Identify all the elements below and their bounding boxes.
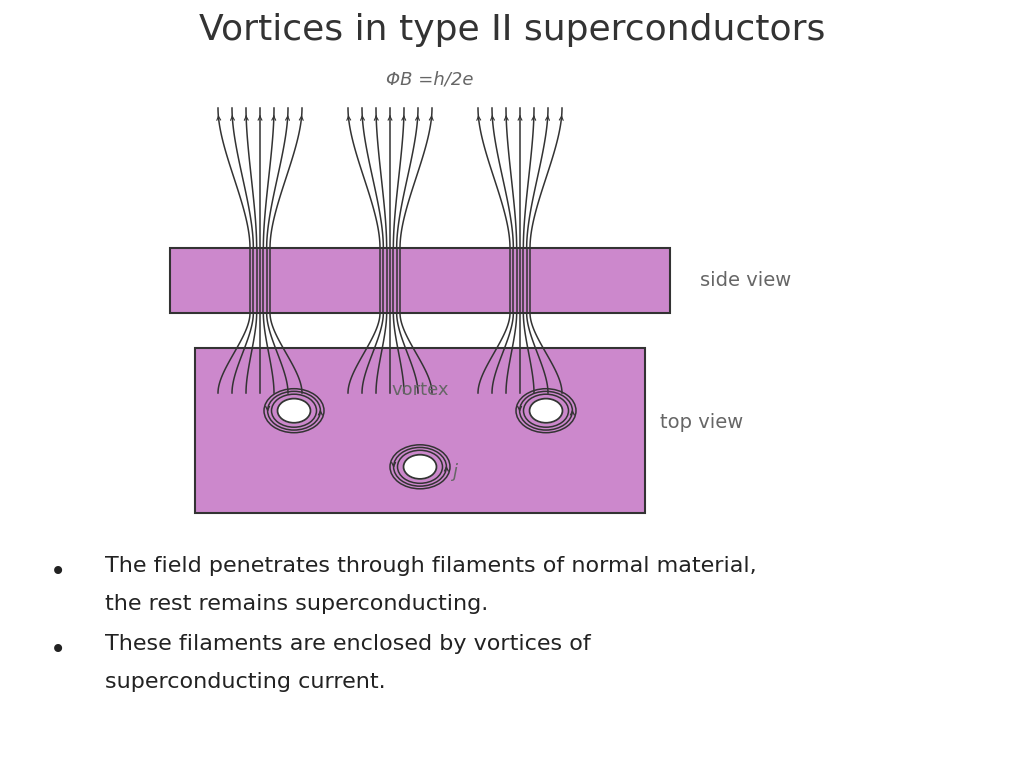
Text: vortex: vortex: [391, 381, 449, 399]
Bar: [195, 348, 645, 513]
Ellipse shape: [403, 455, 436, 479]
Text: j: j: [452, 463, 457, 481]
Text: side view: side view: [700, 271, 792, 290]
Text: Vortices in type II superconductors: Vortices in type II superconductors: [199, 13, 825, 47]
Text: The field penetrates through filaments of normal material,: The field penetrates through filaments o…: [105, 556, 757, 576]
Text: •: •: [50, 558, 67, 586]
Text: •: •: [50, 636, 67, 664]
Text: ΦB =h/2e: ΦB =h/2e: [386, 71, 474, 89]
Text: top view: top view: [660, 412, 743, 432]
Text: These filaments are enclosed by vortices of: These filaments are enclosed by vortices…: [105, 634, 591, 654]
Ellipse shape: [278, 399, 310, 423]
Text: superconducting current.: superconducting current.: [105, 672, 386, 692]
Ellipse shape: [529, 399, 562, 423]
Bar: [170, 248, 670, 313]
Text: the rest remains superconducting.: the rest remains superconducting.: [105, 594, 488, 614]
